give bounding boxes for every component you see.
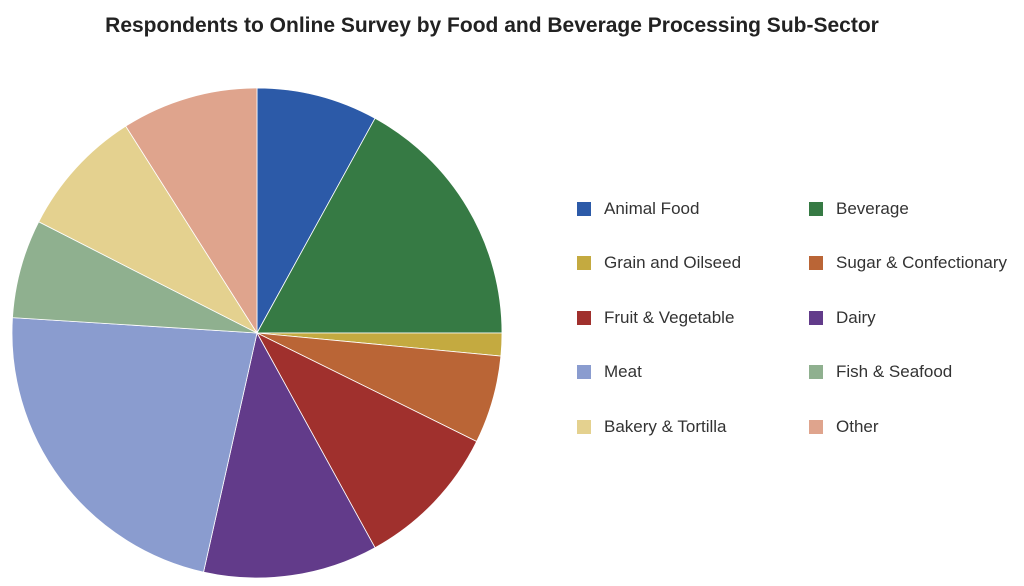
legend-swatch (809, 202, 823, 216)
legend-swatch (809, 365, 823, 379)
legend-item-meat: Meat (577, 362, 642, 382)
legend-item-animal-food: Animal Food (577, 199, 699, 219)
legend-swatch (577, 202, 591, 216)
legend-item-bakery-and-tortilla: Bakery & Tortilla (577, 417, 727, 437)
legend-item-beverage: Beverage (809, 199, 909, 219)
legend-swatch (809, 256, 823, 270)
legend-swatch (577, 311, 591, 325)
pie-slice-animal-food (256, 87, 376, 334)
legend-item-dairy: Dairy (809, 308, 876, 328)
legend-label: Fruit & Vegetable (604, 308, 735, 327)
chart-title: Respondents to Online Survey by Food and… (105, 14, 879, 37)
legend-label: Beverage (836, 199, 909, 218)
legend-swatch (577, 420, 591, 434)
pie-slice-fruit-and-vegetable (256, 332, 478, 549)
legend-swatch (577, 256, 591, 270)
legend-label: Bakery & Tortilla (604, 417, 727, 436)
legend-item-fruit-and-vegetable: Fruit & Vegetable (577, 308, 734, 328)
pie-slice-other (125, 87, 258, 335)
pie-slice-bakery-and-tortilla (38, 125, 259, 335)
pie-slice-meat (11, 317, 258, 573)
pie-slice-dairy (203, 331, 376, 579)
legend-swatch (577, 365, 591, 379)
legend-label: Dairy (836, 308, 876, 327)
legend-item-other: Other (809, 417, 879, 437)
legend-swatch (809, 420, 823, 434)
legend-label: Meat (604, 362, 642, 381)
legend-label: Other (836, 417, 879, 436)
legend-label: Grain and Oilseed (604, 253, 742, 272)
legend-label: Animal Food (604, 199, 700, 218)
legend-swatch (809, 311, 823, 325)
legend-item-fish-and-seafood: Fish & Seafood (809, 362, 952, 382)
legend-label: Fish & Seafood (836, 362, 953, 381)
legend-item-sugar-and-confectionary: Sugar & Confectionary (809, 253, 1007, 273)
pie-slice-beverage (256, 117, 503, 334)
legend-item-grain-and-oilseed: Grain and Oilseed (577, 253, 741, 273)
legend-label: Sugar & Confectionary (836, 253, 1008, 272)
